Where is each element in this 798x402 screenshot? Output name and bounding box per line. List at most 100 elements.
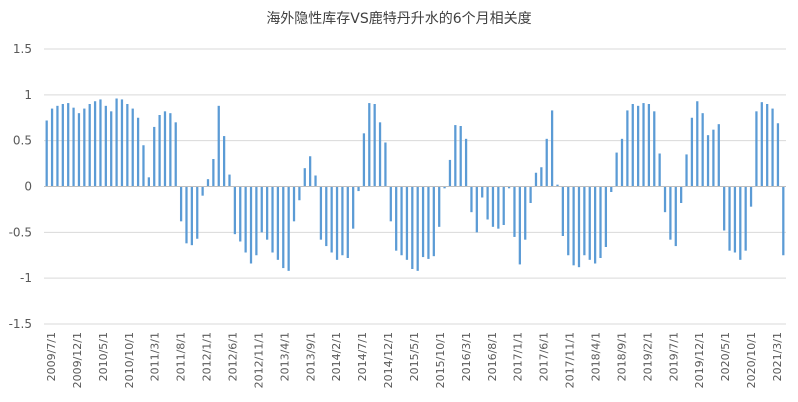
bar [583,186,586,256]
x-tick-label: 2010/10/1 [123,332,136,388]
bar [459,126,462,187]
bar [287,186,290,271]
bar [620,138,624,187]
y-tick-label: -1.5 [9,317,32,331]
y-tick-label: 0 [24,180,32,194]
bar [77,113,81,187]
bar [196,186,199,239]
bar [771,108,774,187]
bar [717,124,720,187]
bar [416,186,419,271]
bar [174,122,177,187]
bar [217,105,220,187]
bar [427,186,430,259]
bar [131,108,134,187]
bar [335,186,339,260]
bar [228,174,231,187]
y-tick-label: 1 [24,88,32,102]
bar [637,105,640,187]
bar [658,153,661,187]
bar [475,186,478,233]
x-tick-label: 2019/2/1 [641,332,654,381]
bar [56,105,59,187]
x-tick-label: 2020/10/1 [745,332,758,388]
bar [776,123,780,187]
x-tick-label: 2010/5/1 [97,332,110,381]
bar [271,186,274,253]
bar [185,186,188,244]
bar [685,154,688,187]
bar [276,186,280,260]
bar [72,107,75,187]
bar [706,135,710,187]
bar [190,186,193,246]
bar [733,186,737,253]
x-tick-label: 2011/3/1 [149,332,162,381]
x-tick-label: 2011/8/1 [175,332,188,381]
x-tick-label: 2018/4/1 [590,332,603,381]
x-tick-label: 2012/6/1 [227,332,240,381]
bar [222,136,226,187]
bar [749,186,753,207]
y-tick-label: 0.5 [13,134,32,148]
x-tick-label: 2019/7/1 [667,332,680,381]
bar [206,179,210,187]
x-tick-label: 2016/3/1 [460,332,473,381]
bar [572,186,575,266]
x-tick-label: 2014/2/1 [330,332,343,381]
x-tick-label: 2021/3/1 [771,332,784,381]
bar [448,159,452,187]
bar [701,113,704,187]
bar [540,167,543,187]
bar [325,186,328,247]
bar [389,186,392,222]
bar [110,111,113,187]
bar [319,186,323,240]
bar [534,172,538,187]
bar [626,110,629,187]
bar [341,186,344,256]
bar [255,186,258,256]
bar [588,186,591,260]
bar [674,186,677,247]
bar [45,120,48,187]
bar [378,122,382,187]
bar [782,186,785,256]
chart-title: 海外隐性库存VS鹿特丹升水的6个月相关度 [266,11,532,27]
bar [593,186,597,264]
bar [497,186,500,229]
bar [93,101,97,187]
bar [115,98,118,187]
bar [610,186,613,192]
x-tick-label: 2009/12/1 [71,332,84,388]
bar [421,186,425,258]
bar [653,111,656,187]
bar [712,129,715,187]
bar [158,115,161,187]
bar [249,186,253,264]
bar [604,186,608,247]
bar [518,186,521,265]
bar [464,138,468,187]
bar [599,186,602,258]
bar [529,186,532,203]
bar [309,156,312,187]
bar [513,186,516,237]
x-tick-label: 2009/7/1 [45,332,58,381]
bar [362,133,366,187]
bar [577,186,581,268]
bar [663,186,667,213]
bar [760,102,763,187]
bar [212,159,215,187]
bar [631,104,634,187]
bar [615,152,618,187]
bar [395,186,398,251]
bar [766,104,769,187]
bar [50,108,54,187]
bar [239,186,242,242]
bar [244,186,247,253]
bar [739,186,742,260]
bar [755,111,758,187]
